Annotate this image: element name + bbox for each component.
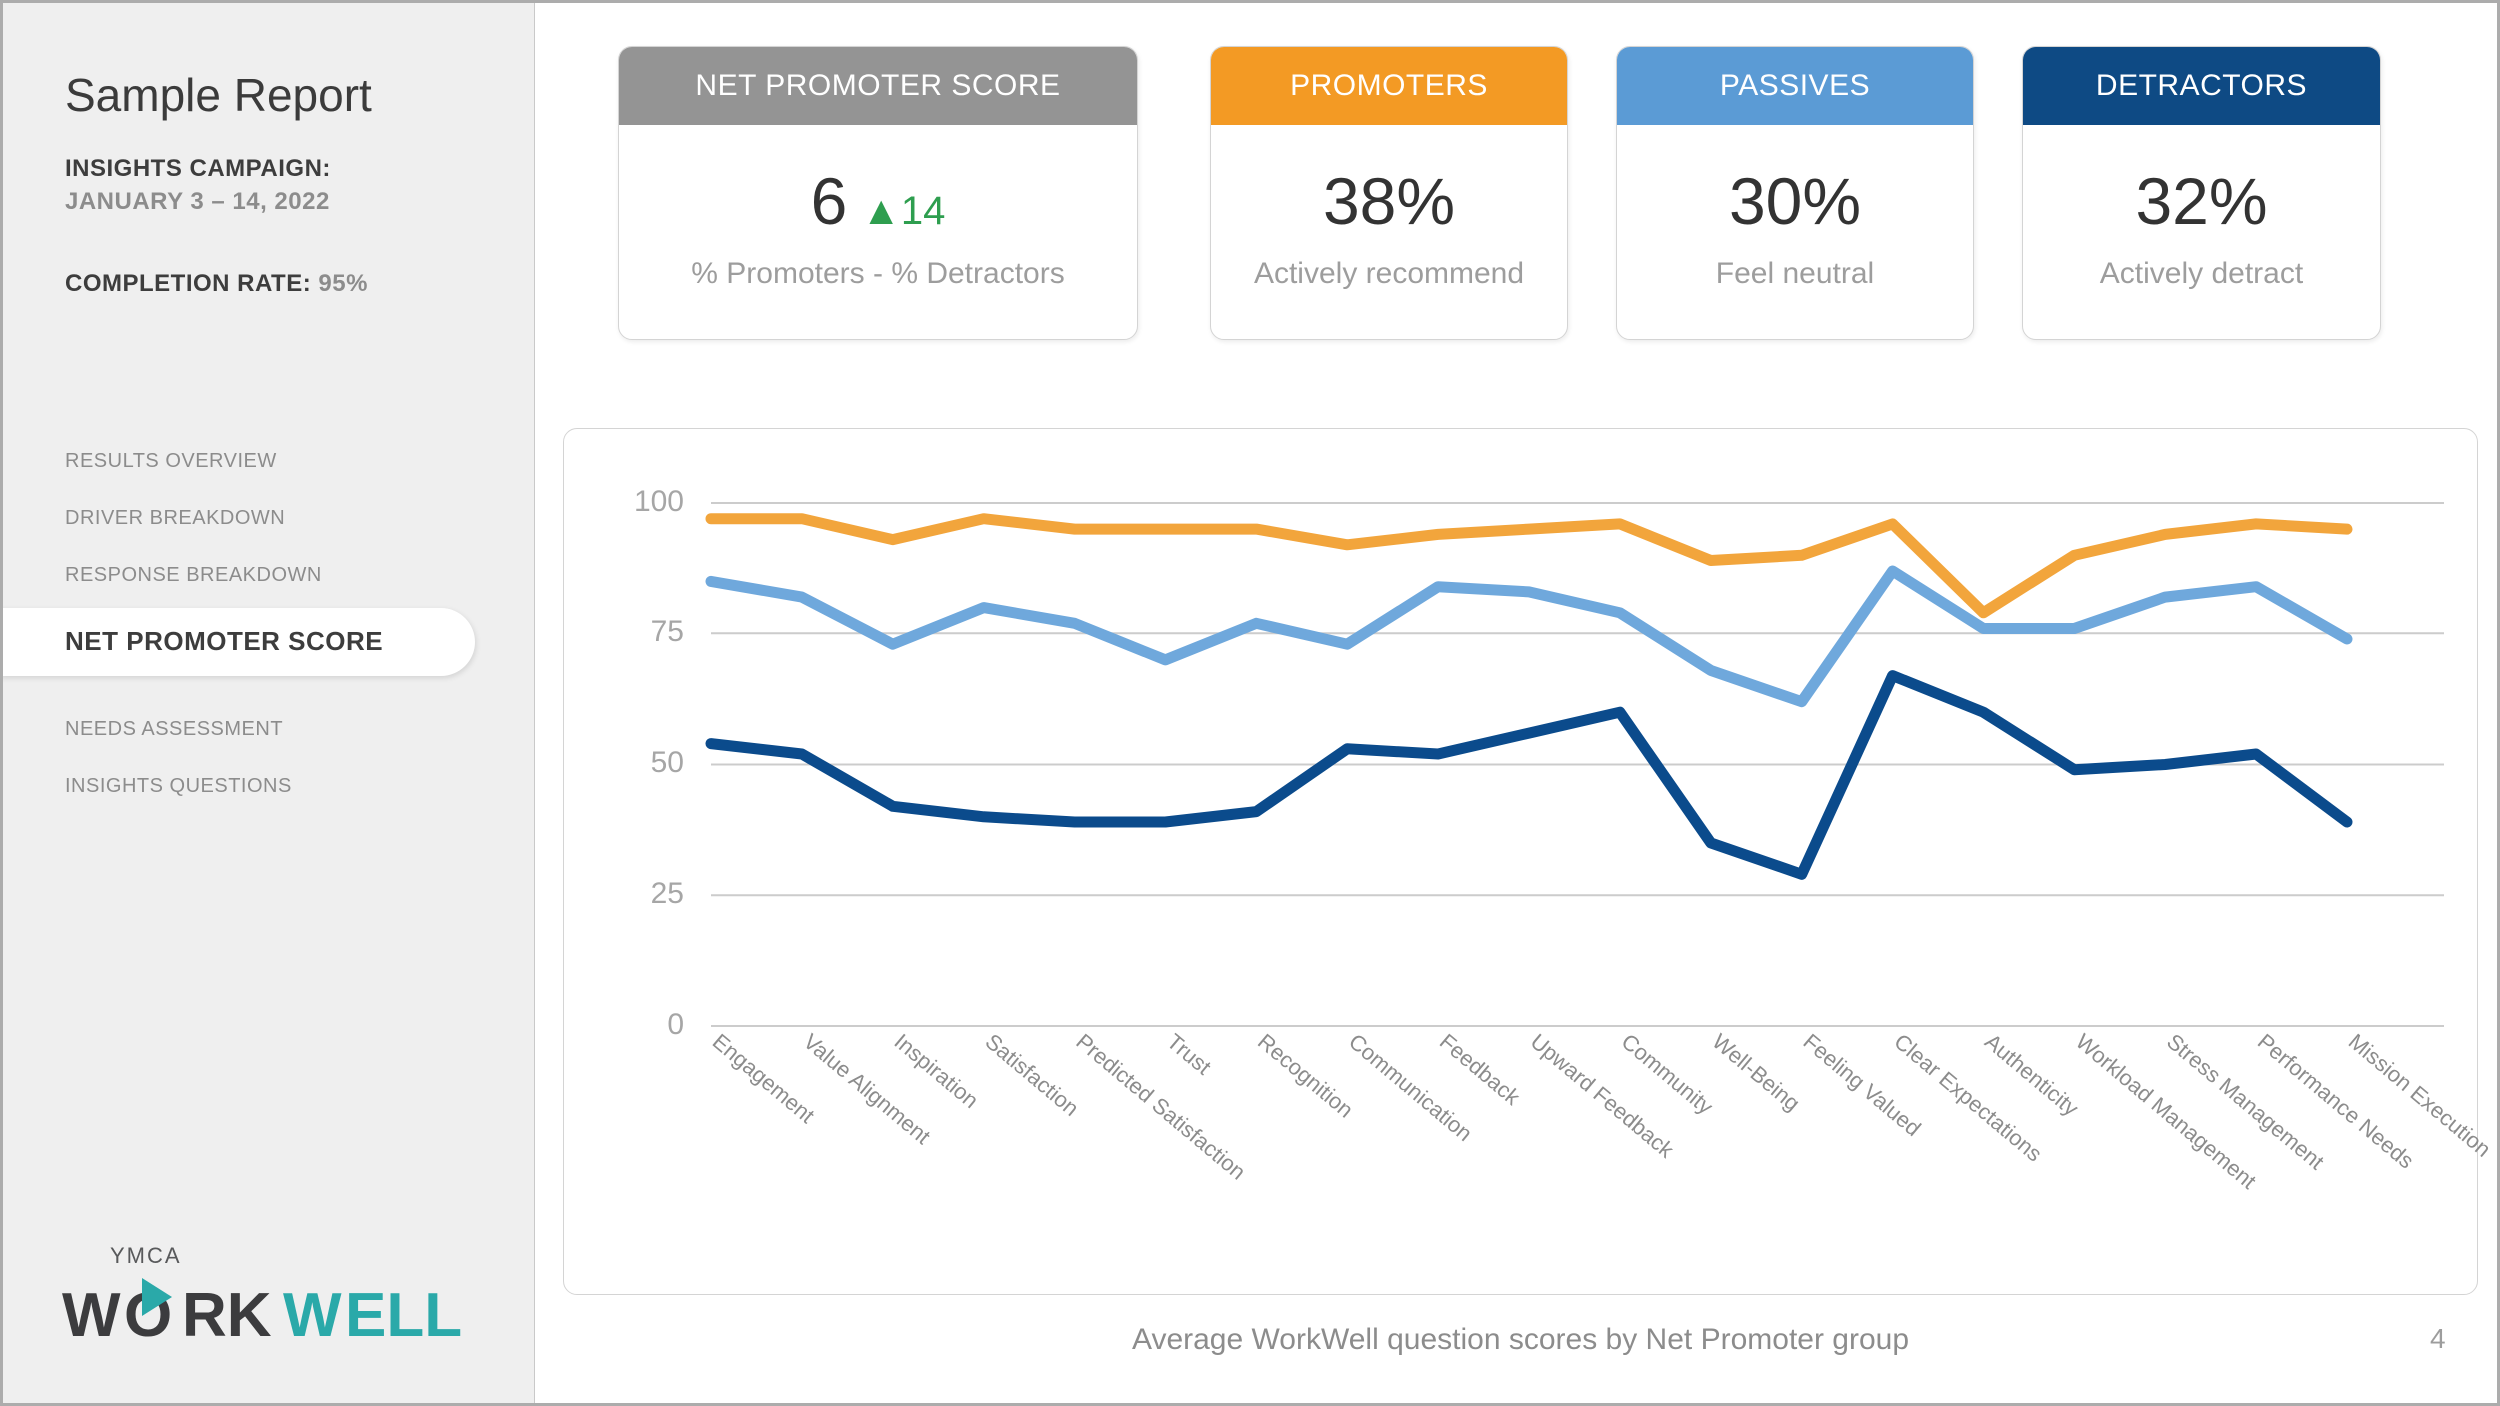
svg-text:W: W: [283, 1281, 342, 1350]
svg-text:RK: RK: [182, 1281, 272, 1350]
svg-text:Feedback: Feedback: [1435, 1029, 1526, 1111]
svg-text:Trust: Trust: [1162, 1029, 1216, 1080]
svg-text:Recognition: Recognition: [1253, 1029, 1358, 1123]
svg-text:ELL: ELL: [345, 1281, 462, 1350]
svg-text:W: W: [62, 1281, 121, 1350]
svg-text:Workload Management: Workload Management: [2071, 1029, 2261, 1194]
svg-text:YMCA: YMCA: [110, 1243, 182, 1268]
svg-text:Well-Being: Well-Being: [1708, 1029, 1805, 1116]
svg-text:100: 100: [634, 485, 684, 518]
svg-text:Performance Needs: Performance Needs: [2253, 1029, 2419, 1174]
svg-text:50: 50: [651, 746, 684, 779]
svg-text:Stress Management: Stress Management: [2162, 1029, 2329, 1175]
svg-text:Clear Expectations: Clear Expectations: [1889, 1029, 2047, 1167]
svg-text:Satisfaction: Satisfaction: [980, 1029, 1083, 1121]
svg-text:75: 75: [651, 615, 684, 648]
svg-text:25: 25: [651, 877, 684, 910]
svg-text:0: 0: [667, 1008, 684, 1041]
svg-text:Predicted Satisfaction: Predicted Satisfaction: [1071, 1029, 1250, 1185]
svg-text:Inspiration: Inspiration: [890, 1029, 984, 1113]
